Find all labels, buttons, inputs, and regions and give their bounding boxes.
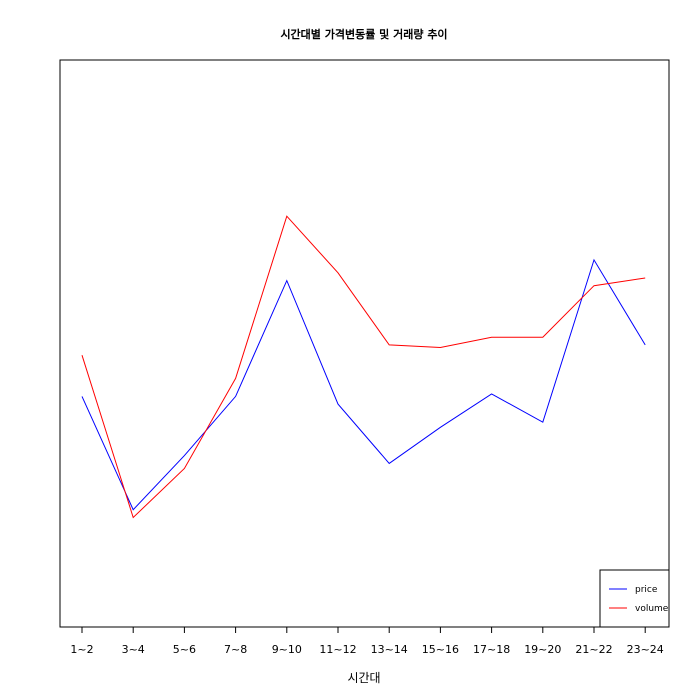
x-tick-label: 19~20 xyxy=(524,643,561,656)
series-line-price xyxy=(81,258,646,511)
legend-box xyxy=(599,569,670,628)
x-tick-label: 11~12 xyxy=(319,643,356,656)
chart-title: 시간대별 가격변동률 및 거래량 추이 xyxy=(280,27,447,41)
series-line-volume xyxy=(81,215,646,519)
x-tick-label: 15~16 xyxy=(422,643,459,656)
x-tick-label: 9~10 xyxy=(272,643,302,656)
x-tick-label: 17~18 xyxy=(473,643,510,656)
x-tick-label: 7~8 xyxy=(224,643,247,656)
x-axis-label: 시간대 xyxy=(347,671,380,685)
legend-label-price: price xyxy=(635,585,658,595)
x-axis: 1~2 3~4 5~6 7~8 9~10 11~12 13~14 15~16 17~18 19~2… xyxy=(70,627,664,656)
x-tick-label: 21~22 xyxy=(575,643,612,656)
x-tick-label: 23~24 xyxy=(627,643,664,656)
legend-label-volume: volume xyxy=(635,604,669,614)
x-tick-label: 1~2 xyxy=(70,643,93,656)
x-tick-label: 5~6 xyxy=(173,643,196,656)
series-layer xyxy=(81,215,646,519)
legend: price volume xyxy=(599,569,670,628)
x-tick-label: 13~14 xyxy=(371,643,408,656)
plot-frame xyxy=(59,59,670,628)
x-tick-label: 3~4 xyxy=(122,643,145,656)
